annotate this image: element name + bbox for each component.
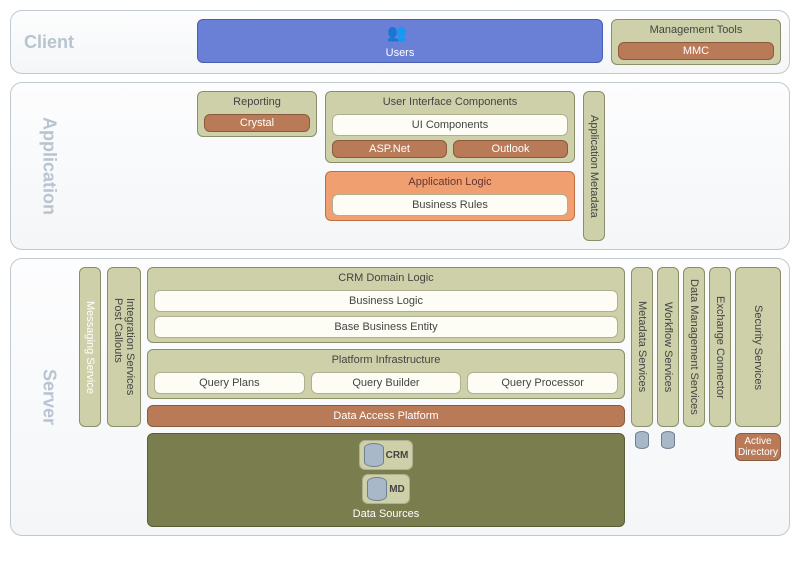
active-directory-box: Active Directory (735, 433, 781, 461)
outlook-box: Outlook (453, 140, 568, 158)
integration-services-vbox: Integration Services Post Callouts (107, 267, 141, 427)
tier-client: Client 👥 Users Management Tools MMC (10, 10, 790, 74)
management-tools-title: Management Tools (618, 24, 774, 36)
query-processor-pill: Query Processor (467, 372, 618, 394)
users-label: Users (386, 47, 415, 59)
mmc-box: MMC (618, 42, 774, 60)
crystal-box: Crystal (204, 114, 310, 132)
query-builder-pill: Query Builder (311, 372, 462, 394)
app-metadata-vbox: Application Metadata (583, 91, 605, 241)
mmc-label: MMC (621, 45, 771, 57)
uic-box: User Interface Components UI Components … (325, 91, 575, 163)
security-services-vbox: Security Services (735, 267, 781, 427)
tier-body-client: 👥 Users Management Tools MMC (79, 19, 781, 65)
md-db-icon (367, 477, 387, 501)
tier-label-client: Client (19, 19, 79, 65)
tier-label-application: Application (19, 91, 79, 241)
users-icon: 👥 (387, 23, 407, 43)
metadata-db-icon (635, 431, 649, 449)
platform-infra-box: Platform Infrastructure Query Plans Quer… (147, 349, 625, 399)
query-plans-pill: Query Plans (154, 372, 305, 394)
tier-body-application: Reporting Crystal User Interface Compone… (79, 91, 781, 241)
users-box: 👥 Users (197, 19, 603, 63)
tier-application: Application Reporting Crystal User Inter… (10, 82, 790, 250)
workflow-services-vbox: Workflow Services (657, 267, 679, 427)
uic-title: User Interface Components (332, 96, 568, 108)
reporting-title: Reporting (204, 96, 310, 108)
md-db-label: MD (389, 484, 405, 495)
data-access-box: Data Access Platform (147, 405, 625, 427)
crystal-label: Crystal (207, 117, 307, 129)
business-logic-pill: Business Logic (154, 290, 618, 312)
base-entity-pill: Base Business Entity (154, 316, 618, 338)
crm-db-label: CRM (386, 450, 409, 461)
ui-components-pill: UI Components (332, 114, 568, 136)
app-logic-box: Application Logic Business Rules (325, 171, 575, 221)
aspnet-box: ASP.Net (332, 140, 447, 158)
data-access-label: Data Access Platform (152, 410, 620, 422)
data-sources-box: CRM MD Data Sources (147, 433, 625, 527)
app-logic-title: Application Logic (332, 176, 568, 188)
metadata-services-vbox: Metadata Services (631, 267, 653, 427)
messaging-service-vbox: Messaging Service (79, 267, 101, 427)
tier-label-server: Server (19, 267, 79, 527)
tier-server: Server Messaging Service Integration Ser… (10, 258, 790, 536)
business-rules-pill: Business Rules (332, 194, 568, 216)
management-tools-box: Management Tools MMC (611, 19, 781, 65)
tier-body-server: Messaging Service Integration Services P… (79, 267, 781, 527)
platform-infra-title: Platform Infrastructure (154, 354, 618, 366)
workflow-db-icon (661, 431, 675, 449)
reporting-box: Reporting Crystal (197, 91, 317, 137)
exchange-connector-vbox: Exchange Connector (709, 267, 731, 427)
active-directory-label: Active Directory (738, 436, 778, 458)
data-mgmt-services-vbox: Data Management Services (683, 267, 705, 427)
crm-domain-logic-box: CRM Domain Logic Business Logic Base Bus… (147, 267, 625, 343)
crm-db-icon (364, 443, 384, 467)
crm-domain-logic-title: CRM Domain Logic (154, 272, 618, 284)
data-sources-label: Data Sources (353, 508, 420, 520)
